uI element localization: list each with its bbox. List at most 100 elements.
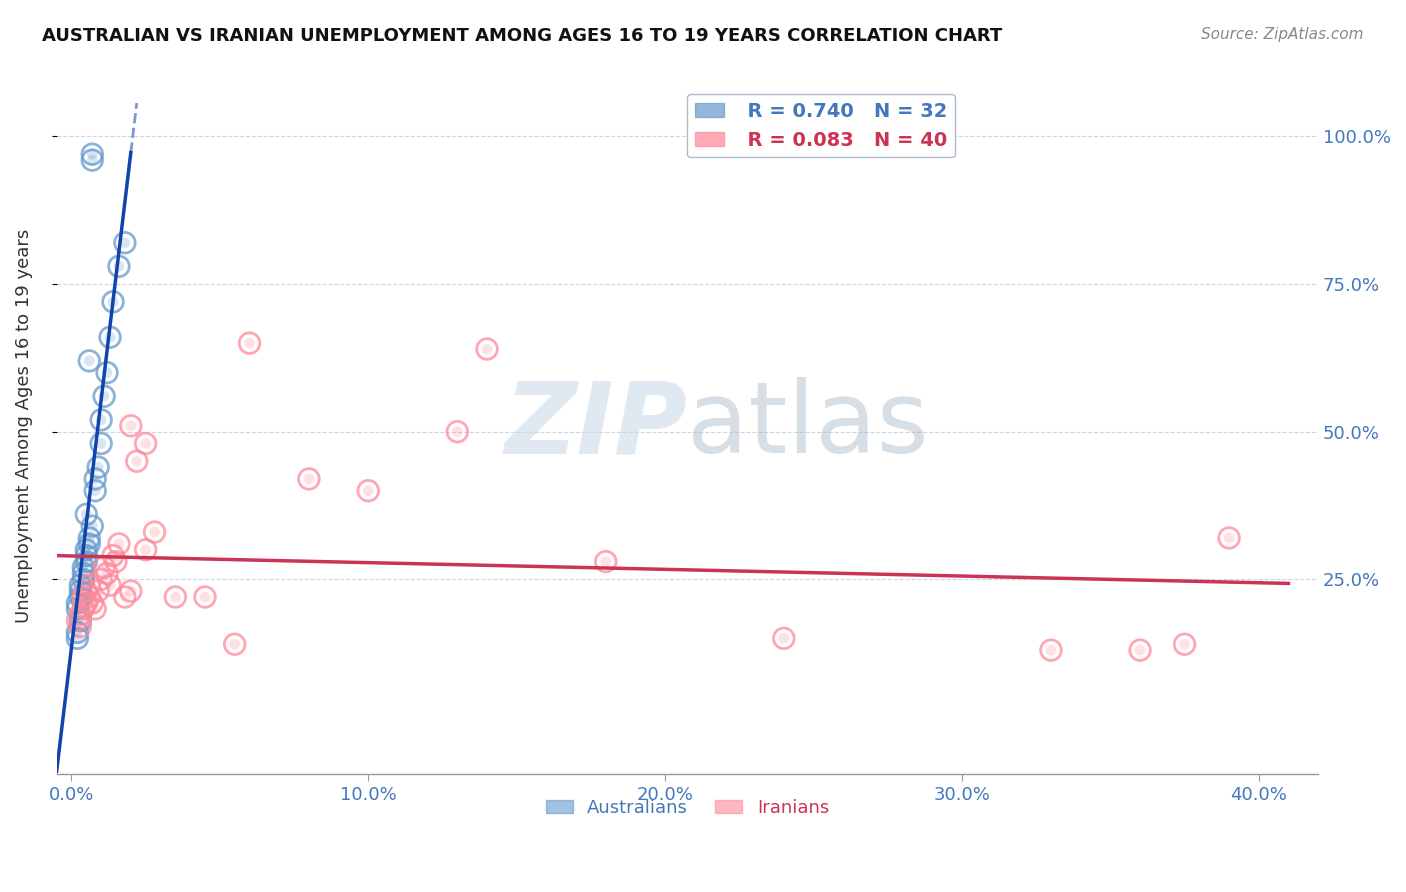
Point (84, 472, 107, 486)
Point (96, 366, 118, 380)
Point (101, 294, 124, 309)
Point (446, 425, 468, 439)
Point (66, 614, 89, 628)
Point (87, 460, 110, 475)
Point (75, 508, 97, 522)
Point (194, 590, 217, 604)
Point (1218, 531, 1240, 545)
Point (120, 584, 142, 599)
Point (66, 614, 89, 628)
Point (96, 566, 118, 581)
Point (66, 632, 89, 646)
Point (595, 555, 617, 569)
Point (1040, 643, 1063, 657)
Point (72, 572, 94, 586)
Point (75, 549, 97, 563)
Point (135, 436, 157, 450)
Point (66, 602, 89, 616)
Point (66, 596, 89, 610)
Point (84, 602, 107, 616)
Point (93, 560, 115, 574)
Point (77, 531, 100, 545)
Point (98, 330, 121, 344)
Point (135, 542, 157, 557)
Point (69, 614, 91, 628)
Point (1129, 643, 1152, 657)
Point (120, 418, 142, 433)
Point (75, 584, 97, 599)
Point (1040, 643, 1063, 657)
Point (101, 549, 124, 563)
Point (69, 619, 91, 633)
Point (72, 566, 94, 581)
Point (93, 389, 115, 403)
Point (75, 542, 97, 557)
Point (66, 632, 89, 646)
Point (75, 596, 97, 610)
Point (69, 578, 91, 592)
Point (69, 584, 91, 599)
Point (357, 483, 380, 498)
Point (298, 472, 321, 486)
Point (84, 483, 107, 498)
Point (114, 590, 136, 604)
Point (77, 354, 100, 368)
Point (75, 549, 97, 563)
Point (72, 590, 94, 604)
Point (87, 460, 110, 475)
Point (72, 572, 94, 586)
Point (772, 632, 794, 646)
Point (66, 596, 89, 610)
Point (114, 235, 136, 250)
Point (77, 578, 100, 592)
Point (72, 560, 94, 574)
Point (75, 508, 97, 522)
Point (75, 542, 97, 557)
Point (69, 607, 91, 622)
Point (135, 542, 157, 557)
Point (69, 619, 91, 633)
Point (90, 413, 112, 427)
Point (114, 235, 136, 250)
Point (75, 555, 97, 569)
Text: AUSTRALIAN VS IRANIAN UNEMPLOYMENT AMONG AGES 16 TO 19 YEARS CORRELATION CHART: AUSTRALIAN VS IRANIAN UNEMPLOYMENT AMONG… (42, 27, 1002, 45)
Point (72, 590, 94, 604)
Point (90, 436, 112, 450)
Point (1218, 531, 1240, 545)
Point (69, 584, 91, 599)
Point (143, 524, 166, 539)
Point (96, 366, 118, 380)
Point (69, 578, 91, 592)
Point (84, 602, 107, 616)
Point (84, 483, 107, 498)
Point (69, 614, 91, 628)
Point (143, 524, 166, 539)
Point (120, 584, 142, 599)
Point (69, 607, 91, 622)
Point (75, 584, 97, 599)
Point (165, 590, 187, 604)
Point (1174, 637, 1197, 651)
Point (475, 342, 498, 356)
Point (75, 555, 97, 569)
Point (69, 590, 91, 604)
Point (125, 454, 148, 468)
Point (82, 519, 104, 533)
Point (194, 590, 217, 604)
Legend: Australians, Iranians: Australians, Iranians (538, 792, 837, 824)
Point (77, 531, 100, 545)
Point (114, 590, 136, 604)
Point (101, 294, 124, 309)
Point (77, 354, 100, 368)
Point (90, 436, 112, 450)
Point (77, 537, 100, 551)
Point (224, 637, 246, 651)
Point (357, 483, 380, 498)
Point (77, 590, 100, 604)
Point (77, 578, 100, 592)
Y-axis label: Unemployment Among Ages 16 to 19 years: Unemployment Among Ages 16 to 19 years (15, 228, 32, 623)
Point (84, 472, 107, 486)
Point (82, 153, 104, 167)
Point (87, 584, 110, 599)
Point (82, 596, 104, 610)
